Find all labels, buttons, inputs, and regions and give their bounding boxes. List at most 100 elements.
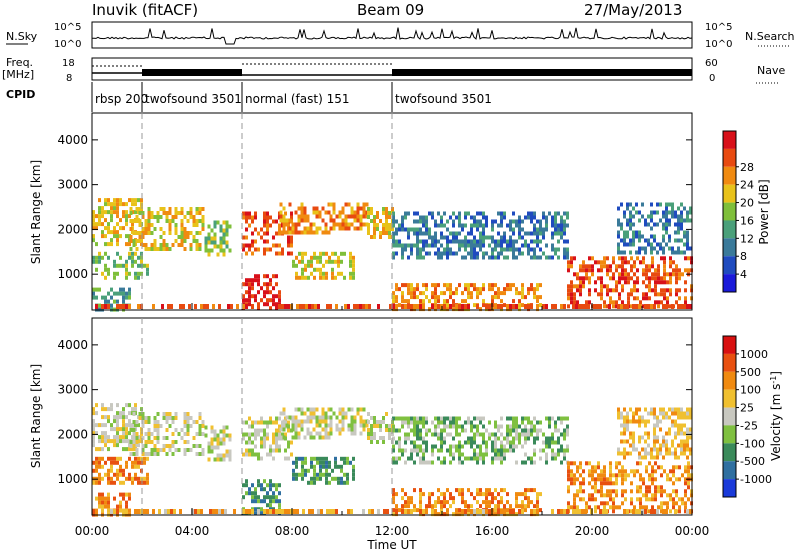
echo-cell xyxy=(539,303,542,308)
echo-cell xyxy=(349,275,352,280)
echo-cell xyxy=(671,451,674,456)
echo-cell xyxy=(659,419,662,424)
echo-cell xyxy=(206,304,209,309)
echo-cell xyxy=(647,435,650,440)
echo-cell xyxy=(104,500,107,505)
echo-cell xyxy=(689,451,692,456)
echo-cell xyxy=(443,307,446,312)
echo-cell xyxy=(251,420,254,425)
echo-cell xyxy=(494,448,497,453)
echo-cell xyxy=(95,496,98,501)
echo-cell xyxy=(530,247,533,252)
echo-cell xyxy=(446,500,449,505)
echo-cell xyxy=(521,295,524,300)
echo-cell xyxy=(521,251,524,256)
echo-cell xyxy=(388,235,391,239)
echo-cell xyxy=(122,439,125,444)
echo-cell xyxy=(98,480,101,485)
echo-cell xyxy=(644,431,647,436)
echo-cell xyxy=(128,251,131,256)
echo-cell xyxy=(129,235,133,239)
echo-cell xyxy=(566,239,569,244)
echo-cell xyxy=(153,448,157,452)
echo-cell xyxy=(222,240,226,245)
echo-cell xyxy=(539,420,542,425)
echo-cell xyxy=(179,509,182,514)
echo-cell xyxy=(324,427,328,432)
echo-cell xyxy=(315,407,319,412)
echo-cell xyxy=(95,464,98,469)
echo-cell xyxy=(116,509,119,514)
echo-cell xyxy=(147,247,151,251)
echo-cell xyxy=(650,447,653,452)
echo-cell xyxy=(204,433,208,438)
echo-cell xyxy=(128,456,131,461)
echo-cell xyxy=(660,473,663,478)
echo-cell xyxy=(419,460,422,465)
echo-cell xyxy=(645,296,648,301)
echo-cell xyxy=(485,219,488,224)
echo-cell xyxy=(551,448,554,453)
echo-cell xyxy=(615,493,618,498)
echo-cell xyxy=(648,489,651,494)
echo-cell xyxy=(684,501,687,506)
echo-cell xyxy=(95,411,98,416)
echo-cell xyxy=(324,431,328,436)
echo-cell xyxy=(536,428,539,433)
echo-cell xyxy=(143,509,146,514)
colorbar-tick-label: -25 xyxy=(740,419,758,432)
echo-cell xyxy=(266,509,269,514)
echo-cell xyxy=(626,423,629,428)
echo-cell xyxy=(353,419,357,424)
echo-cell xyxy=(509,307,512,312)
echo-cell xyxy=(633,469,636,474)
echo-cell xyxy=(464,243,467,248)
echo-cell xyxy=(533,416,536,421)
echo-cell xyxy=(104,198,107,203)
echo-cell xyxy=(536,304,539,309)
echo-cell xyxy=(455,416,458,421)
echo-cell xyxy=(509,424,512,429)
echo-cell xyxy=(683,439,686,444)
echo-cell xyxy=(300,423,304,428)
echo-cell xyxy=(327,431,331,436)
echo-cell xyxy=(446,299,449,304)
echo-cell xyxy=(312,411,316,416)
echo-cell xyxy=(425,416,428,421)
echo-cell xyxy=(110,456,113,461)
echo-cell xyxy=(494,219,497,224)
echo-cell xyxy=(684,489,687,494)
echo-cell xyxy=(278,243,281,248)
echo-cell xyxy=(629,435,632,440)
echo-cell xyxy=(470,291,473,296)
echo-cell xyxy=(609,469,612,474)
echo-cell xyxy=(654,461,657,466)
echo-cell xyxy=(440,432,443,437)
echo-cell xyxy=(356,202,360,207)
echo-cell xyxy=(506,432,509,437)
echo-cell xyxy=(401,420,404,425)
echo-cell xyxy=(245,509,248,514)
echo-cell xyxy=(392,215,395,220)
echo-cell xyxy=(654,497,657,502)
echo-cell xyxy=(431,283,434,288)
echo-cell xyxy=(632,509,635,514)
echo-cell xyxy=(192,420,196,424)
echo-cell xyxy=(350,423,354,428)
echo-cell xyxy=(272,432,275,437)
echo-cell xyxy=(503,504,506,509)
echo-cell xyxy=(116,415,119,420)
echo-cell xyxy=(329,202,333,207)
echo-cell xyxy=(362,427,366,432)
echo-cell xyxy=(482,424,485,429)
echo-cell xyxy=(385,412,388,416)
echo-cell xyxy=(168,412,172,416)
echo-cell xyxy=(140,259,143,264)
echo-cell xyxy=(521,235,524,240)
echo-cell xyxy=(293,509,296,514)
echo-cell xyxy=(207,445,211,450)
echo-cell xyxy=(422,456,425,461)
echo-cell xyxy=(662,439,665,444)
echo-cell xyxy=(331,259,334,264)
echo-cell xyxy=(132,243,136,247)
